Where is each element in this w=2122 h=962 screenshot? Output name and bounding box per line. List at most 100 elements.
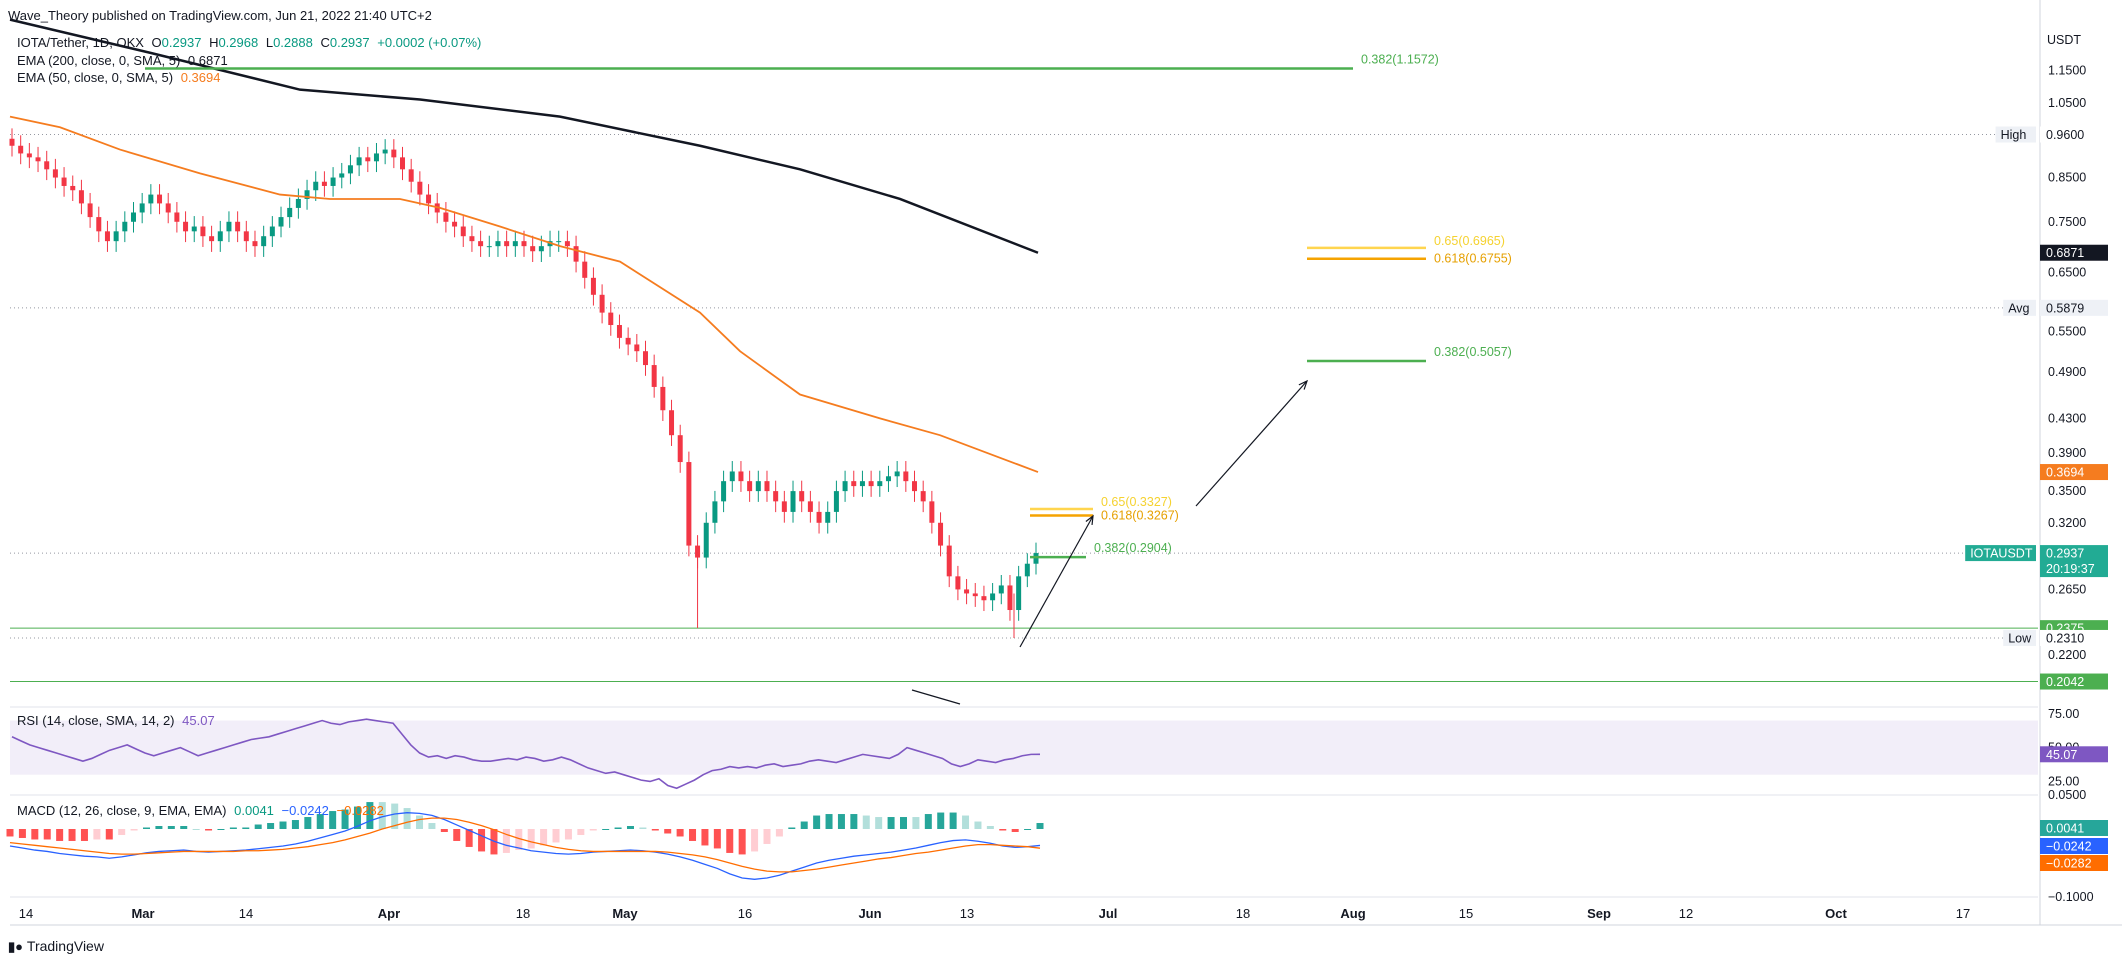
macd-label: MACD (12, 26, close, 9, EMA, EMA)	[17, 803, 227, 818]
rsi-label: RSI (14, close, SMA, 14, 2)	[17, 713, 175, 728]
ema50-line	[9, 115, 1039, 473]
candle-body	[235, 221, 241, 232]
price-tag-label: IOTAUSDT	[1970, 547, 2033, 561]
macd-histogram-bar	[651, 829, 659, 831]
macd-histogram-bar	[701, 829, 709, 846]
ema50-label: EMA (50, close, 0, SMA, 5)	[17, 70, 174, 85]
fib-level-label: 0.65(0.3327)	[1101, 495, 1172, 509]
macd-histogram-bar	[825, 814, 833, 829]
macd-histogram-bar	[254, 824, 262, 829]
candle-body	[903, 471, 909, 482]
candle-body	[764, 481, 770, 492]
tradingview-icon: ▮●	[8, 939, 24, 954]
rsi-badge	[2040, 746, 2108, 763]
low-label: L	[265, 35, 274, 50]
x-tick-label: 12	[1679, 906, 1693, 921]
rsi-badge-value: 45.07	[2046, 748, 2077, 762]
macd-histogram-bar	[68, 829, 76, 841]
fib-level-label: 0.382(0.5057)	[1434, 345, 1512, 359]
macd-histogram-bar	[837, 814, 845, 829]
symbol-name[interactable]: IOTA/Tether, 1D, OKX	[17, 35, 144, 50]
x-tick-label: Apr	[378, 906, 400, 921]
macd-histogram-bar	[391, 803, 399, 829]
x-tick-label: 14	[239, 906, 253, 921]
candle-body	[61, 177, 67, 186]
candle-body	[426, 194, 432, 204]
macd-histogram-bar	[1011, 829, 1019, 832]
candle-body	[391, 149, 397, 158]
candle-body	[686, 462, 692, 546]
y-tick-label: 0.4900	[2048, 365, 2086, 379]
ema50-legend[interactable]: EMA (50, close, 0, SMA, 5) 0.3694	[17, 70, 220, 85]
macd-histogram-bar	[899, 817, 907, 829]
currency-text: USDT	[2047, 33, 2082, 47]
macd-histogram-bar	[937, 812, 945, 829]
ema50-value: 0.3694	[180, 70, 221, 85]
ema200-value: 0.6871	[187, 53, 228, 68]
candle-body	[625, 337, 631, 345]
low-value: 0.2888	[273, 35, 313, 50]
rsi-band	[10, 720, 2038, 775]
macd-signal-line	[9, 817, 1041, 873]
macd-histogram-bar	[43, 829, 51, 840]
macd-histogram-bar	[664, 829, 672, 834]
candle-body	[139, 203, 145, 213]
macd-histogram-bar	[813, 815, 821, 829]
fib-level-label: 0.618(0.3267)	[1101, 508, 1179, 522]
candle-body	[460, 226, 466, 237]
candle-body	[443, 212, 449, 222]
candle-body	[885, 476, 891, 482]
open-label: O	[151, 35, 162, 50]
candle-body	[44, 161, 50, 170]
x-tick-label: Mar	[131, 906, 154, 921]
candle-body	[478, 241, 484, 247]
candle-body	[417, 181, 423, 195]
candle-body	[738, 471, 744, 482]
candle-body	[122, 221, 128, 232]
x-tick-label: Aug	[1340, 906, 1365, 921]
ema200-legend[interactable]: EMA (200, close, 0, SMA, 5) 0.6871	[17, 53, 228, 68]
publisher-text: Wave_Theory published on TradingView.com…	[8, 8, 432, 23]
candle-body	[165, 203, 171, 213]
candle-body	[130, 212, 136, 222]
candle-body	[755, 481, 761, 492]
y-tick-label: 0.3200	[2048, 516, 2086, 530]
candle-body	[217, 231, 223, 242]
candle-body	[295, 198, 301, 208]
macd-histogram-bar	[602, 829, 610, 830]
macd-histogram-bar	[974, 821, 982, 829]
candle-body	[78, 190, 84, 204]
price-tag	[2003, 629, 2036, 646]
macd-histogram-bar	[229, 827, 237, 829]
macd-histogram-bar	[1036, 823, 1044, 829]
macd-histogram-bar	[949, 812, 957, 829]
macd-histogram-bar	[986, 826, 994, 829]
candle-body	[339, 173, 345, 178]
macd-histogram-bar	[155, 826, 163, 829]
fib-level-label: 0.65(0.6965)	[1434, 234, 1505, 248]
macd-histogram-bar	[887, 817, 895, 829]
candle-body	[52, 169, 58, 178]
price-badge-value: 0.2310	[2046, 631, 2084, 645]
y-tick-label: 0.2650	[2048, 582, 2086, 596]
candle-body	[113, 231, 119, 242]
candle-body	[9, 138, 15, 146]
macd-histogram-bar	[291, 820, 299, 829]
y-tick-label: 0.3500	[2048, 484, 2086, 498]
price-badge	[2040, 126, 2108, 143]
macd-legend[interactable]: MACD (12, 26, close, 9, EMA, EMA) 0.0041…	[17, 803, 384, 818]
tradingview-logo[interactable]: ▮● TradingView	[8, 938, 104, 955]
macd-histogram-bar	[800, 821, 808, 829]
macd-histogram-bar	[751, 829, 759, 852]
macd-histogram-bar	[329, 811, 337, 829]
candle-body	[226, 221, 232, 232]
candle-body	[304, 190, 310, 199]
candle-body	[408, 169, 414, 182]
macd-histogram-bar	[999, 829, 1007, 831]
macd-histogram-bar	[726, 829, 734, 853]
candle-body	[816, 511, 822, 523]
candle-body	[382, 149, 388, 154]
rsi-legend[interactable]: RSI (14, close, SMA, 14, 2) 45.07	[17, 713, 215, 728]
publisher-line: Wave_Theory published on TradingView.com…	[8, 8, 436, 23]
